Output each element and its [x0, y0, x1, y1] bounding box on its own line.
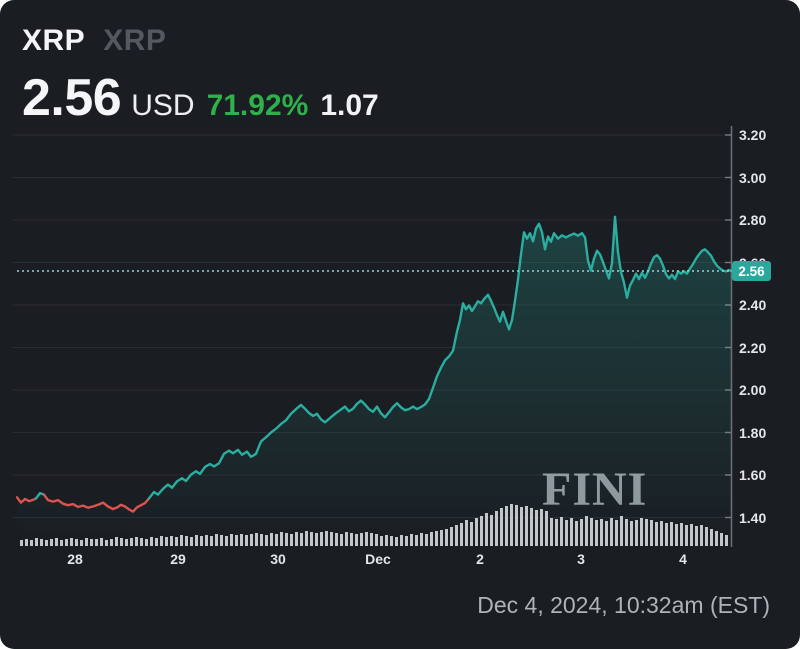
y-axis-label: 1.60	[739, 467, 767, 483]
x-axis-label: 2	[476, 551, 484, 567]
y-axis-label: 2.20	[739, 339, 767, 356]
x-axis-label: 30	[270, 551, 286, 567]
price-headline: 2.56 USD 71.92% 1.07	[22, 68, 379, 128]
y-axis-label: 1.40	[739, 509, 767, 526]
ticker-symbol: XRP	[22, 24, 86, 57]
y-axis-label: 2.00	[739, 382, 767, 398]
ticker-symbol-secondary: XRP	[103, 24, 167, 57]
header: XRP XRP	[22, 24, 166, 58]
x-axis-label: 28	[67, 551, 83, 567]
y-axis-label: 3.20	[739, 127, 767, 143]
percent-change: 71.92%	[206, 89, 309, 122]
currency-label: USD	[131, 89, 195, 122]
y-axis-label: 1.80	[739, 424, 767, 441]
y-axis-label: 3.00	[739, 169, 767, 186]
x-axis-label: 4	[679, 551, 687, 567]
timestamp: Dec 4, 2024, 10:32am (EST)	[477, 592, 770, 618]
y-axis-label: 2.40	[739, 297, 767, 313]
current-price-badge: 2.56	[732, 261, 771, 281]
x-axis-label: 3	[577, 551, 585, 567]
current-price-value: 2.56	[22, 69, 122, 127]
y-axis-label: 2.80	[739, 212, 767, 228]
absolute-change: 1.07	[320, 89, 379, 122]
x-axis-label: 29	[170, 551, 186, 567]
x-axis-label: Dec	[365, 551, 391, 567]
